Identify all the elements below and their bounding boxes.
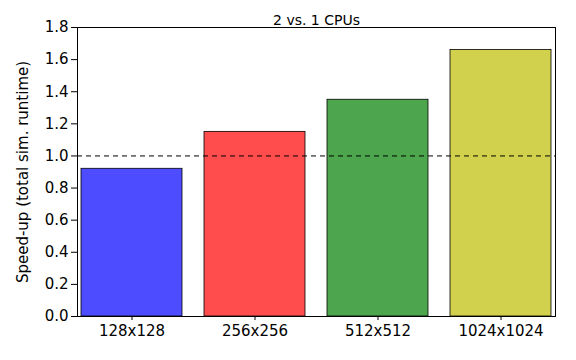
svg-text:1.6: 1.6 — [45, 50, 69, 68]
svg-text:1024x1024: 1024x1024 — [458, 322, 543, 340]
svg-text:1.4: 1.4 — [45, 83, 69, 101]
svg-text:128x128: 128x128 — [99, 322, 165, 340]
svg-text:1.2: 1.2 — [45, 115, 69, 133]
svg-text:2 vs. 1 CPUs: 2 vs. 1 CPUs — [273, 12, 360, 28]
svg-text:0.2: 0.2 — [45, 275, 69, 293]
svg-text:256x256: 256x256 — [222, 322, 288, 340]
svg-text:1.8: 1.8 — [45, 18, 69, 36]
svg-text:0.0: 0.0 — [45, 307, 69, 325]
svg-text:Speed-up (total sim. runtime): Speed-up (total sim. runtime) — [14, 61, 32, 283]
svg-text:0.6: 0.6 — [45, 211, 69, 229]
svg-text:0.8: 0.8 — [45, 179, 69, 197]
svg-text:512x512: 512x512 — [345, 322, 411, 340]
svg-text:0.4: 0.4 — [45, 243, 69, 261]
svg-text:1.0: 1.0 — [45, 147, 69, 165]
